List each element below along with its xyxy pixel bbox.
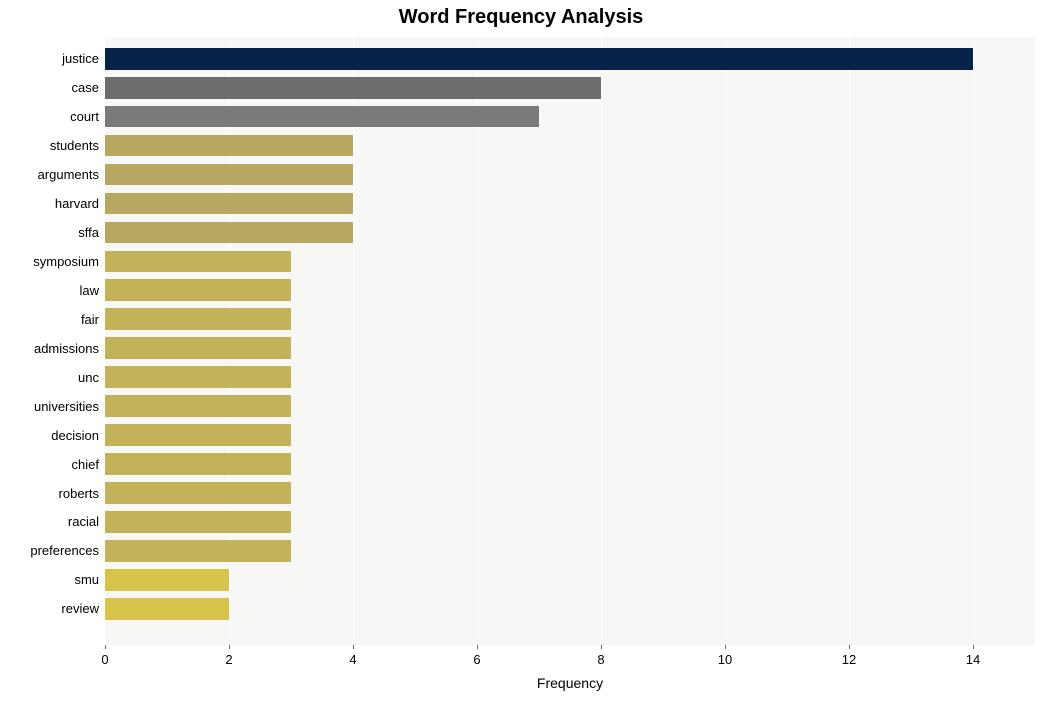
bar bbox=[105, 222, 353, 244]
x-tick-mark bbox=[849, 645, 850, 649]
grid-line bbox=[601, 37, 602, 645]
y-category-label: symposium bbox=[33, 254, 99, 269]
bar bbox=[105, 193, 353, 215]
y-category-label: chief bbox=[72, 457, 99, 472]
bar bbox=[105, 106, 539, 128]
y-category-label: fair bbox=[81, 312, 99, 327]
y-category-label: unc bbox=[78, 370, 99, 385]
bar bbox=[105, 251, 291, 273]
x-tick-mark bbox=[353, 645, 354, 649]
y-category-label: review bbox=[61, 601, 99, 616]
x-tick-mark bbox=[105, 645, 106, 649]
y-category-label: case bbox=[72, 80, 99, 95]
x-tick-mark bbox=[601, 645, 602, 649]
y-category-label: arguments bbox=[38, 167, 99, 182]
y-category-label: decision bbox=[51, 428, 99, 443]
bar bbox=[105, 164, 353, 186]
bar bbox=[105, 337, 291, 359]
y-category-label: court bbox=[70, 109, 99, 124]
x-tick-label: 10 bbox=[718, 652, 732, 667]
bar bbox=[105, 77, 601, 99]
bar bbox=[105, 366, 291, 388]
x-tick-mark bbox=[477, 645, 478, 649]
y-category-label: roberts bbox=[59, 486, 99, 501]
y-category-label: admissions bbox=[34, 341, 99, 356]
bar bbox=[105, 511, 291, 533]
y-category-label: law bbox=[79, 283, 99, 298]
y-category-label: sffa bbox=[78, 225, 99, 240]
x-tick-label: 2 bbox=[225, 652, 232, 667]
bar bbox=[105, 569, 229, 591]
bar bbox=[105, 308, 291, 330]
y-category-label: universities bbox=[34, 399, 99, 414]
x-axis-label: Frequency bbox=[105, 675, 1035, 691]
y-category-label: harvard bbox=[55, 196, 99, 211]
x-tick-mark bbox=[229, 645, 230, 649]
x-tick-label: 14 bbox=[966, 652, 980, 667]
bar bbox=[105, 453, 291, 475]
x-tick-mark bbox=[973, 645, 974, 649]
chart-title: Word Frequency Analysis bbox=[0, 6, 1042, 29]
y-category-label: racial bbox=[68, 514, 99, 529]
y-category-label: students bbox=[50, 138, 99, 153]
grid-line bbox=[973, 37, 974, 645]
bar bbox=[105, 279, 291, 301]
y-category-label: justice bbox=[62, 51, 99, 66]
grid-line bbox=[353, 37, 354, 645]
x-tick-label: 12 bbox=[842, 652, 856, 667]
x-tick-label: 0 bbox=[101, 652, 108, 667]
bar bbox=[105, 482, 291, 504]
y-category-label: smu bbox=[74, 572, 99, 587]
bar bbox=[105, 540, 291, 562]
grid-line bbox=[725, 37, 726, 645]
bar bbox=[105, 598, 229, 620]
plot-area bbox=[105, 37, 1035, 645]
grid-line bbox=[849, 37, 850, 645]
bar bbox=[105, 424, 291, 446]
bar bbox=[105, 135, 353, 157]
bar bbox=[105, 395, 291, 417]
grid-line bbox=[477, 37, 478, 645]
y-category-label: preferences bbox=[30, 543, 99, 558]
x-tick-label: 8 bbox=[597, 652, 604, 667]
x-tick-label: 4 bbox=[349, 652, 356, 667]
bar bbox=[105, 48, 973, 70]
x-tick-mark bbox=[725, 645, 726, 649]
x-tick-label: 6 bbox=[473, 652, 480, 667]
chart-container: Word Frequency Analysis Frequency 0 2 4 6 8 1… bbox=[0, 0, 1042, 701]
